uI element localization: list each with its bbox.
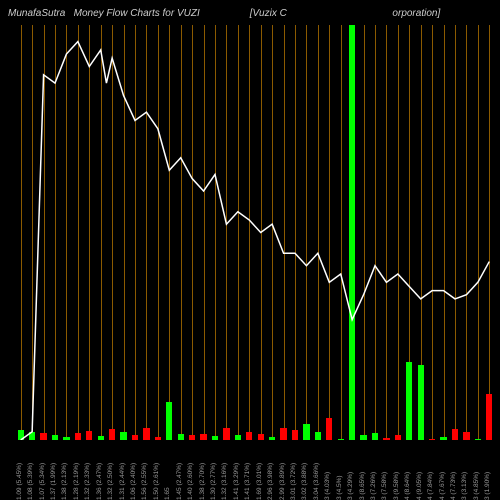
title-prefix: MunafaSutra	[8, 8, 65, 19]
x-axis-label: 3 (4.03%)	[324, 472, 331, 500]
title-ticker: [Vuzix C	[250, 8, 287, 19]
x-axis-label: 4 (7.84%)	[427, 472, 434, 500]
x-axis-label: 3.01 (3.72%)	[290, 463, 297, 500]
x-axis-label: 1.38 (2.70%)	[199, 463, 206, 500]
x-axis-label: 3 (4.85%)	[473, 472, 480, 500]
x-axis-label: 1.40 (2.60%)	[187, 463, 194, 500]
chart-title: MunafaSutra Money Flow Charts for VUZI […	[8, 8, 492, 19]
x-axis-label: 1.41 (3.29%)	[233, 463, 240, 500]
x-axis-label: 1.06 (2.40%)	[130, 463, 137, 500]
x-axis-label: 4 (7.67%)	[439, 472, 446, 500]
x-axis-label: 1.50 (2.61%)	[153, 463, 160, 500]
x-axis-label: 1.09 (5.45%)	[16, 463, 23, 500]
x-axis-label: 4 (7.73%)	[450, 472, 457, 500]
x-axis-label: 1.69 (3.01%)	[256, 463, 263, 500]
x-axis-label: 1.45 (2.47%)	[176, 463, 183, 500]
x-axis-label: 4 (9.05%)	[416, 472, 423, 500]
title-middle: Money Flow Charts for VUZI	[74, 8, 200, 19]
x-axis-label: 2.99 (3.89%)	[279, 463, 286, 500]
x-axis-label: 1.38 (2.13%)	[61, 463, 68, 500]
x-axis-label: 3 (4.29%)	[347, 472, 354, 500]
x-axis-label: 1.32 (2.50%)	[107, 463, 114, 500]
x-axis-label: 3 (4.5%)	[336, 475, 343, 500]
title-suffix: orporation]	[392, 8, 440, 19]
x-axis-label: 3 (7.26%)	[370, 472, 377, 500]
price-line	[15, 25, 495, 440]
x-axis-label: 1.32 (3.16%)	[221, 463, 228, 500]
x-axis-label: 1.41 (3.71%)	[244, 463, 251, 500]
x-axis-label: 1.36 (2.47%)	[96, 463, 103, 500]
x-axis-label: 3 (8.65%)	[359, 472, 366, 500]
x-axis-label: 3.02 (3.88%)	[301, 463, 308, 500]
x-axis-label: 1.07 (5.34%)	[39, 463, 46, 500]
x-axis-label: 3 (9.58%)	[393, 472, 400, 500]
x-axis-label: 1.28 (2.19%)	[73, 463, 80, 500]
x-axis-label: 3 (7.58%)	[381, 472, 388, 500]
x-axis-label: 2.96 (3.98%)	[267, 463, 274, 500]
chart-plot-area	[15, 25, 495, 440]
x-axis-labels: 1.09 (5.45%) 1.08 (5.39%) 1.07 (5.34%) 1.37…	[15, 442, 495, 500]
x-axis-label: 3.04 (3.66%)	[313, 463, 320, 500]
x-axis-label: 3 (1.90%)	[484, 472, 491, 500]
x-axis-label: 3 (3.13%)	[461, 472, 468, 500]
x-axis-label: 1.30 (2.77%)	[210, 463, 217, 500]
x-axis-label: 1.31 (2.44%)	[119, 463, 126, 500]
x-axis-label: 1.56 (2.55%)	[141, 463, 148, 500]
x-axis-label: 1.37 (1.99%)	[50, 463, 57, 500]
x-axis-label: 1.65	[164, 487, 171, 500]
x-axis-label: 4 (8.64%)	[404, 472, 411, 500]
x-axis-label: 1.08 (5.39%)	[27, 463, 34, 500]
x-axis-label: 1.32 (2.33%)	[84, 463, 91, 500]
